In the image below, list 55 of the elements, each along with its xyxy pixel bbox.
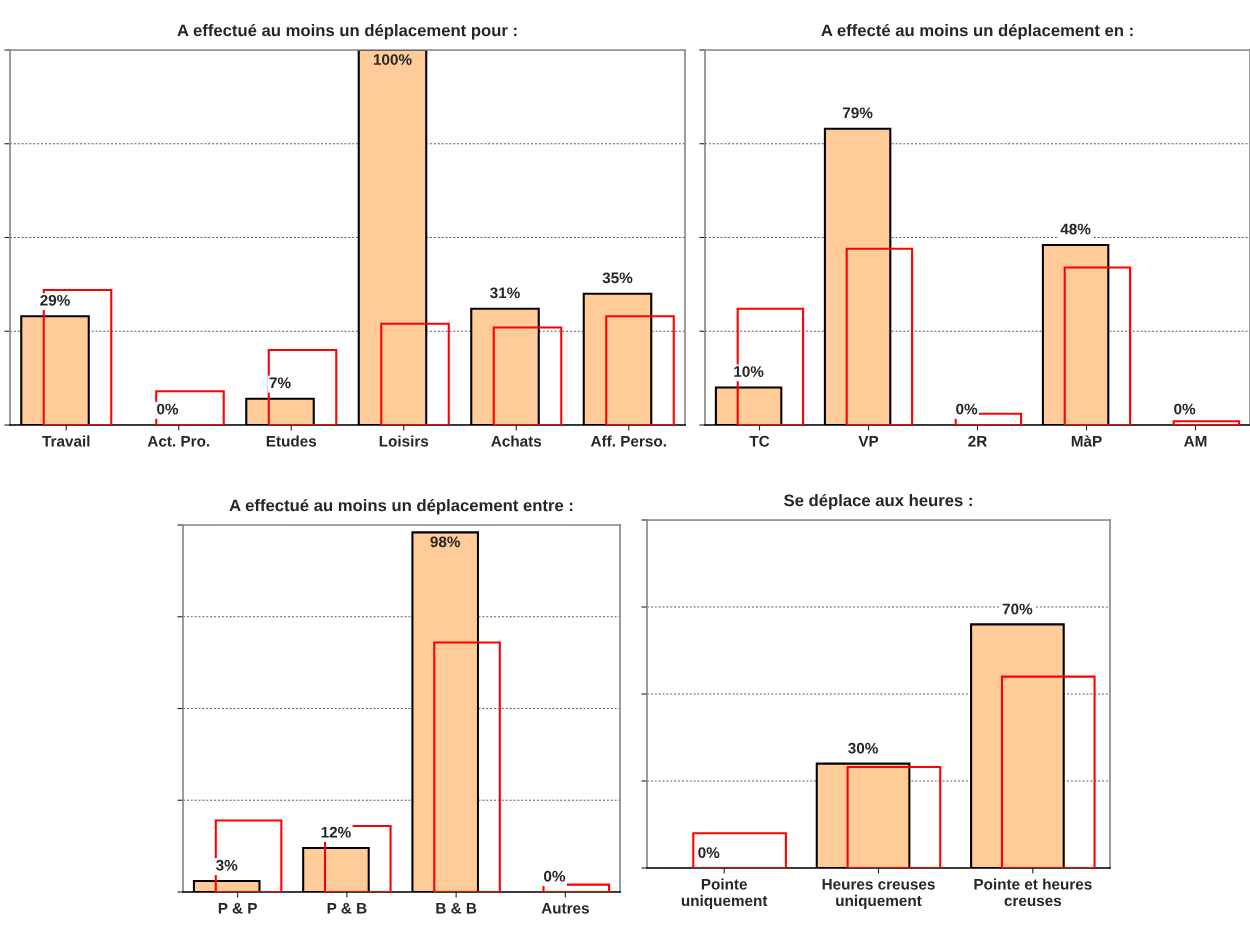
x-tick-label: MàP — [1071, 435, 1102, 447]
data-label: 3% — [216, 859, 238, 871]
x-tick-label: Loisirs — [379, 435, 429, 447]
bar — [605, 315, 675, 425]
x-tick-label: P & P — [218, 902, 257, 914]
data-label: 48% — [1060, 223, 1091, 235]
chart-title: Se déplace aux heures : — [784, 493, 972, 510]
bar — [214, 819, 283, 892]
data-label: 29% — [40, 294, 70, 306]
bar — [1000, 675, 1096, 868]
x-tick-label: P & B — [327, 902, 367, 914]
bar — [692, 832, 787, 868]
data-label: 98% — [430, 536, 461, 548]
x-tick-label: Pointe uniquement — [681, 878, 768, 910]
chart-title: A effectué au moins un déplacement entre : — [229, 498, 573, 515]
data-label: 0% — [956, 403, 978, 415]
data-label: 0% — [698, 847, 720, 859]
bar — [736, 307, 805, 425]
data-label: 0% — [1174, 403, 1196, 415]
bar — [267, 348, 338, 425]
data-label: 0% — [544, 870, 566, 882]
data-label: 35% — [602, 272, 633, 284]
x-tick-label: Etudes — [266, 435, 317, 447]
bar — [845, 247, 914, 425]
bar — [1172, 420, 1241, 425]
x-tick-label: AM — [1184, 435, 1207, 447]
data-label: 10% — [734, 366, 764, 377]
x-tick-label: B & B — [436, 902, 477, 914]
x-tick-label: Pointe et heures creuses — [974, 878, 1092, 907]
chart-title: A effecté au moins un déplacement en : — [821, 23, 1133, 40]
chart-title: A effectué au moins un déplacement pour : — [177, 23, 517, 40]
x-tick-label: VP — [858, 435, 879, 447]
data-label: 70% — [1002, 603, 1033, 615]
data-label: 12% — [321, 826, 351, 838]
bar — [155, 390, 225, 425]
data-label: 30% — [848, 742, 878, 754]
x-tick-label: Act. Pro. — [147, 435, 210, 447]
bar — [433, 641, 501, 892]
x-tick-label: Autres — [541, 902, 589, 914]
data-label: 100% — [373, 54, 412, 65]
x-tick-label: Heures creuses uniquement — [822, 878, 935, 910]
data-label: 7% — [269, 377, 291, 389]
x-tick-label: Achats — [491, 435, 542, 447]
data-label: 31% — [490, 287, 520, 299]
bar — [1063, 266, 1132, 425]
bar — [492, 326, 563, 425]
data-label: 79% — [842, 107, 873, 119]
bar — [380, 322, 450, 425]
x-tick-label: 2R — [968, 435, 987, 447]
bar — [42, 288, 113, 425]
x-tick-label: Travail — [42, 435, 90, 447]
bar — [846, 766, 942, 868]
data-label: 0% — [157, 403, 179, 415]
x-tick-label: Aff. Perso. — [590, 435, 666, 447]
x-tick-label: TC — [749, 435, 770, 447]
